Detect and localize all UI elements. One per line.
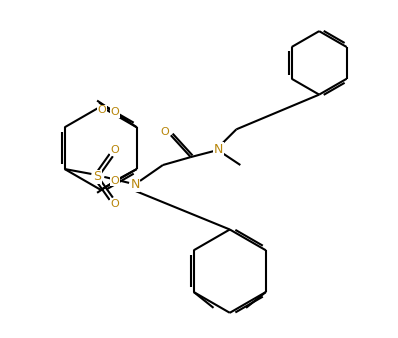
Text: O: O (111, 145, 119, 155)
Text: O: O (111, 107, 119, 118)
Text: O: O (111, 176, 119, 186)
Text: S: S (94, 170, 101, 184)
Text: O: O (111, 199, 119, 209)
Text: O: O (160, 127, 169, 137)
Text: N: N (214, 143, 223, 156)
Text: O: O (98, 105, 106, 116)
Text: N: N (131, 178, 140, 191)
